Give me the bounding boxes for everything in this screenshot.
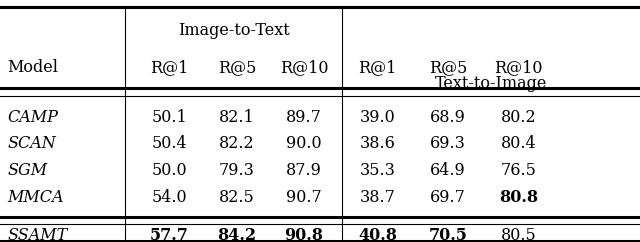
Text: R@10: R@10 [280,59,328,76]
Text: R@10: R@10 [494,59,543,76]
Text: 80.4: 80.4 [500,136,536,152]
Text: Text-to-Image: Text-to-Image [435,75,547,92]
Text: SSAMT: SSAMT [8,227,68,242]
Text: R@1: R@1 [150,59,189,76]
Text: MMCA: MMCA [8,189,64,206]
Text: 39.0: 39.0 [360,109,396,126]
Text: 50.1: 50.1 [152,109,188,126]
Text: 80.8: 80.8 [499,189,538,206]
Text: 82.1: 82.1 [219,109,255,126]
Text: Model: Model [8,59,59,76]
Text: 54.0: 54.0 [152,189,188,206]
Text: 87.9: 87.9 [286,162,322,179]
Text: 64.9: 64.9 [430,162,466,179]
Text: 84.2: 84.2 [217,227,257,242]
Text: 79.3: 79.3 [219,162,255,179]
Text: 69.3: 69.3 [430,136,466,152]
Text: 80.5: 80.5 [500,227,536,242]
Text: 57.7: 57.7 [150,227,189,242]
Text: 50.0: 50.0 [152,162,188,179]
Text: 76.5: 76.5 [500,162,536,179]
Text: R@1: R@1 [358,59,397,76]
Text: 70.5: 70.5 [429,227,467,242]
Text: SGM: SGM [8,162,48,179]
Text: 82.5: 82.5 [219,189,255,206]
Text: 82.2: 82.2 [219,136,255,152]
Text: 69.7: 69.7 [430,189,466,206]
Text: 90.8: 90.8 [285,227,323,242]
Text: 38.7: 38.7 [360,189,396,206]
Text: CAMP: CAMP [8,109,58,126]
Text: 50.4: 50.4 [152,136,188,152]
Text: 35.3: 35.3 [360,162,396,179]
Text: 89.7: 89.7 [286,109,322,126]
Text: SCAN: SCAN [8,136,56,152]
Text: 90.0: 90.0 [286,136,322,152]
Text: Image-to-Text: Image-to-Text [178,22,289,39]
Text: 40.8: 40.8 [358,227,397,242]
Text: 90.7: 90.7 [286,189,322,206]
Text: 68.9: 68.9 [430,109,466,126]
Text: 38.6: 38.6 [360,136,396,152]
Text: R@5: R@5 [429,59,467,76]
Text: 80.2: 80.2 [500,109,536,126]
Text: R@5: R@5 [218,59,256,76]
